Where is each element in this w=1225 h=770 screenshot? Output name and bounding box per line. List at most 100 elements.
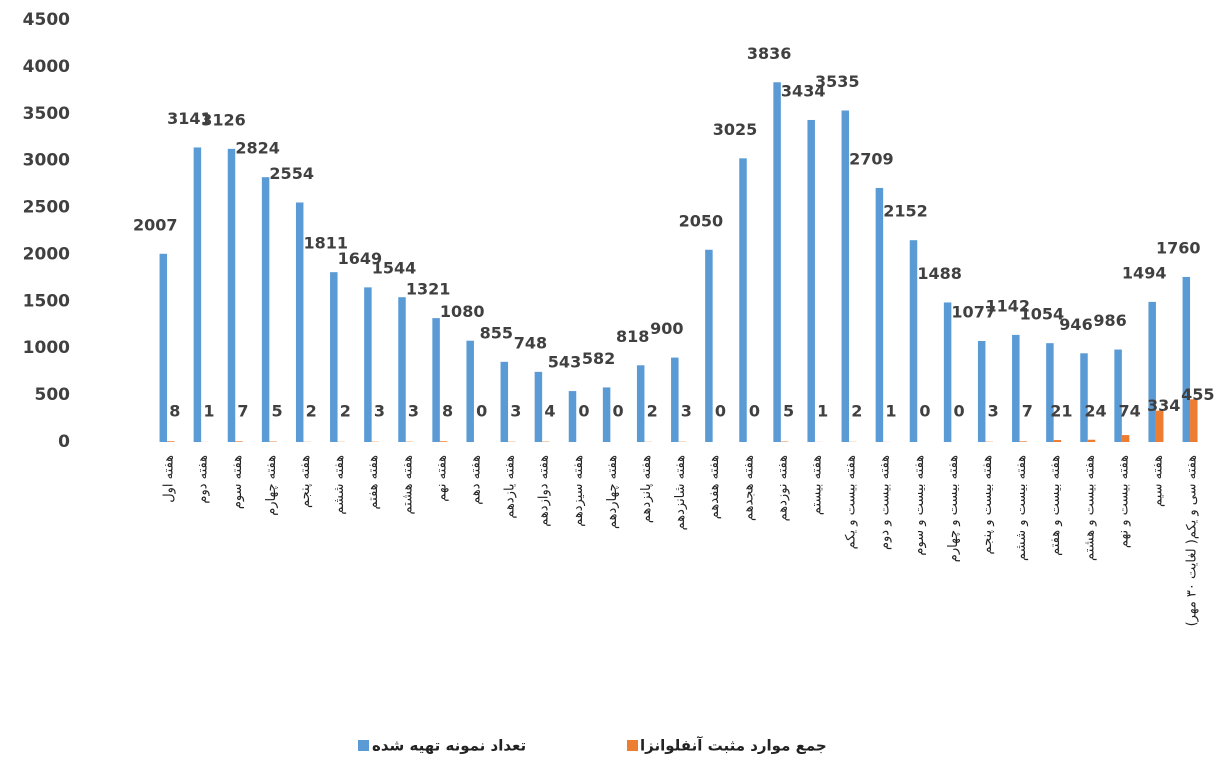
value-label: 0 bbox=[578, 402, 589, 421]
x-tick-label: هفته بیست و سوم bbox=[912, 455, 927, 556]
bar bbox=[739, 158, 747, 442]
value-label: 986 bbox=[1093, 311, 1126, 330]
value-label: 1321 bbox=[406, 280, 451, 299]
x-tick-label: هفته ششم bbox=[332, 455, 347, 515]
y-tick-label: 0 bbox=[58, 432, 70, 452]
value-label: 3535 bbox=[815, 72, 860, 91]
x-tick-label: هفته بیستم bbox=[809, 455, 824, 515]
value-label: 5 bbox=[783, 402, 794, 421]
value-label: 748 bbox=[514, 333, 547, 352]
value-label: 1 bbox=[203, 402, 214, 421]
value-label: 818 bbox=[616, 327, 649, 346]
value-label: 5 bbox=[272, 402, 283, 421]
bar bbox=[1114, 350, 1122, 442]
x-tick-label: هفته پانزدهم bbox=[639, 455, 654, 523]
value-label: 2007 bbox=[133, 215, 178, 234]
value-label: 3 bbox=[408, 402, 419, 421]
value-label: 0 bbox=[476, 402, 487, 421]
value-label: 2 bbox=[340, 402, 351, 421]
y-tick-label: 4500 bbox=[23, 10, 70, 30]
legend-swatch bbox=[627, 740, 638, 751]
x-tick-label: هفته بیست و دوم bbox=[878, 455, 893, 550]
x-tick-label: هفته سوم bbox=[230, 455, 245, 509]
y-tick-label: 2500 bbox=[23, 198, 70, 218]
value-label: 455 bbox=[1181, 385, 1214, 404]
bar bbox=[364, 287, 372, 442]
bar bbox=[1190, 399, 1198, 442]
bar bbox=[705, 250, 713, 442]
value-label: 74 bbox=[1118, 402, 1140, 421]
x-tick-label: هفته هفدهم bbox=[707, 455, 722, 519]
bar bbox=[1148, 302, 1156, 442]
value-label: 900 bbox=[650, 319, 683, 338]
bar bbox=[398, 297, 406, 442]
bar bbox=[773, 82, 781, 442]
value-label: 1494 bbox=[1122, 263, 1167, 282]
value-label: 1544 bbox=[372, 259, 417, 278]
value-label: 1488 bbox=[917, 264, 962, 283]
x-tick-label: هفته نوزدهم bbox=[775, 455, 790, 522]
value-label: 855 bbox=[480, 323, 513, 342]
value-label: 3 bbox=[988, 402, 999, 421]
y-tick-label: 3000 bbox=[23, 151, 70, 171]
value-label: 3 bbox=[510, 402, 521, 421]
value-label: 2 bbox=[306, 402, 317, 421]
value-label: 2050 bbox=[679, 211, 724, 230]
bar bbox=[807, 120, 815, 442]
value-label: 2554 bbox=[269, 164, 314, 183]
x-tick-label: هفته اول bbox=[162, 455, 177, 503]
bar bbox=[466, 341, 474, 442]
x-tick-label: هفته چهارم bbox=[264, 455, 279, 516]
value-label: 582 bbox=[582, 349, 615, 368]
bar bbox=[978, 341, 986, 442]
x-tick-label: هفته هجدهم bbox=[741, 455, 756, 521]
x-tick-label: هفته هشتم bbox=[400, 455, 415, 515]
value-label: 2 bbox=[851, 402, 862, 421]
bar bbox=[330, 272, 338, 442]
bar bbox=[1020, 441, 1028, 442]
value-label: 7 bbox=[237, 402, 248, 421]
bar bbox=[432, 318, 440, 442]
x-tick-label: هفته بیست و ششم bbox=[1014, 455, 1029, 561]
value-label: 4 bbox=[544, 402, 555, 421]
bar bbox=[1183, 277, 1191, 442]
bar bbox=[160, 254, 168, 442]
value-label: 334 bbox=[1147, 396, 1180, 415]
bar bbox=[228, 149, 236, 442]
bar bbox=[944, 302, 952, 442]
value-label: 2709 bbox=[849, 149, 894, 168]
bar bbox=[569, 391, 577, 442]
value-label: 3836 bbox=[747, 44, 792, 63]
y-tick-label: 3500 bbox=[23, 104, 70, 124]
x-tick-label: هفته سیزدهم bbox=[571, 455, 586, 527]
bar bbox=[910, 240, 918, 442]
legend-swatch bbox=[358, 740, 369, 751]
x-tick-label: هفته دوازدهم bbox=[537, 455, 552, 527]
bar bbox=[501, 362, 509, 442]
value-label: 0 bbox=[749, 402, 760, 421]
x-tick-label: هفته بیست و چهارم bbox=[946, 455, 961, 562]
value-label: 1080 bbox=[440, 302, 485, 321]
x-tick-label: هفته بیست و هفتم bbox=[1048, 455, 1063, 556]
value-label: 1 bbox=[885, 402, 896, 421]
x-tick-label: هفته پنجم bbox=[298, 455, 313, 508]
x-tick-label: هفته بیست و یکم bbox=[844, 455, 859, 549]
y-tick-label: 500 bbox=[35, 385, 71, 405]
x-tick-label: هفته یازدهم bbox=[503, 455, 518, 519]
x-tick-label: هفته سی و یکم( لغایت ۳۰ مهر) bbox=[1185, 455, 1200, 627]
bar bbox=[842, 110, 850, 442]
value-label: 1760 bbox=[1156, 238, 1201, 257]
y-tick-label: 1500 bbox=[23, 291, 70, 311]
y-tick-label: 1000 bbox=[23, 338, 70, 358]
bar bbox=[167, 441, 175, 442]
value-label: 946 bbox=[1059, 315, 1092, 334]
value-label: 0 bbox=[715, 402, 726, 421]
value-label: 0 bbox=[954, 402, 965, 421]
x-tick-label: هفته چهاردهم bbox=[605, 455, 620, 529]
bar bbox=[1088, 440, 1096, 442]
x-tick-label: هفته بیست و هشتم bbox=[1082, 455, 1097, 561]
bar bbox=[637, 365, 645, 442]
bar bbox=[1156, 411, 1164, 442]
value-label: 0 bbox=[613, 402, 624, 421]
